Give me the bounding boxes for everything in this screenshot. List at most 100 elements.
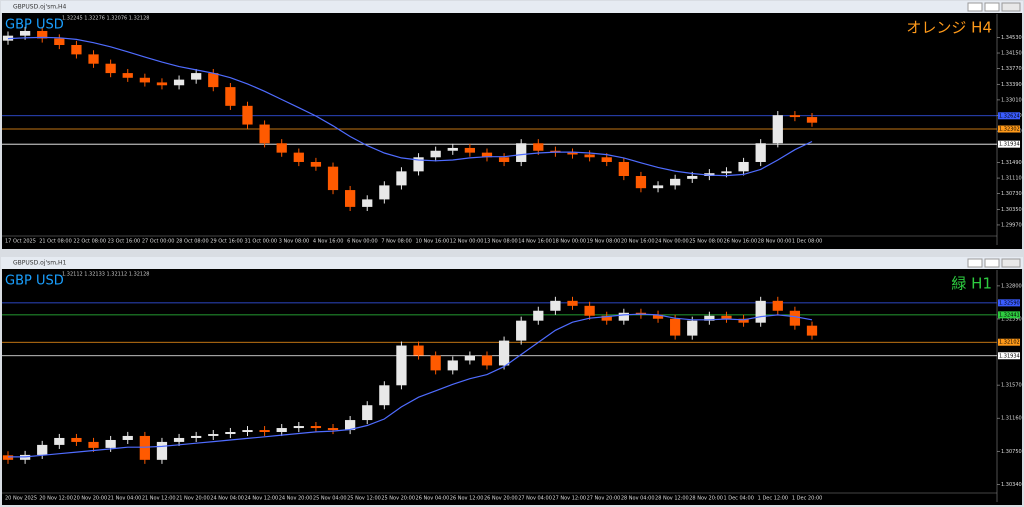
x-tick-label: 28 Nov 12:00 (655, 496, 689, 502)
y-tick-label: 1.32390 (1001, 316, 1022, 322)
candle-body (293, 426, 304, 429)
x-tick-label: 1 Dec 04:00 (723, 496, 753, 502)
candle-body (806, 117, 818, 123)
candle-body (601, 315, 612, 321)
candle-body (567, 300, 578, 306)
y-tick-label: 1.30350 (1001, 207, 1022, 213)
x-tick-label: 12 Nov 00:00 (450, 239, 484, 245)
candle-body (738, 161, 749, 172)
candle-body (293, 152, 304, 162)
candle-body (37, 444, 48, 455)
x-tick-label: 20 Nov 12:00 (39, 496, 73, 502)
candle-body (344, 190, 356, 207)
y-tick-label: 1.30730 (1001, 191, 1022, 197)
x-tick-label: 24 Nov 00:00 (655, 239, 689, 245)
candle-body (362, 199, 373, 207)
candle-body (413, 345, 424, 356)
minimize-button[interactable] (967, 258, 983, 268)
candle-body (516, 143, 527, 162)
maximize-button[interactable] (984, 258, 1000, 268)
x-tick-label: 23 Oct 16:00 (108, 239, 141, 245)
candle-body (37, 30, 48, 39)
price-tag-label: 1.31934 (999, 142, 1020, 148)
x-tick-label: 22 Oct 08:00 (73, 239, 106, 245)
title-bar (1, 257, 1023, 269)
candle-body (481, 355, 493, 366)
candle-body (396, 171, 407, 186)
candle-body (806, 325, 818, 336)
x-tick-label: 20 Nov 16:00 (621, 239, 655, 245)
x-tick-label: 25 Nov 08:00 (689, 239, 723, 245)
chart-area (2, 269, 1022, 505)
price-tag (998, 125, 1020, 133)
price-tag (998, 299, 1020, 307)
candle-body (259, 430, 270, 432)
candle-body (122, 435, 133, 440)
symbol-label: GBP USD (5, 274, 64, 289)
x-tick-label: 17 Oct 2025 (5, 239, 36, 245)
candle-body (772, 300, 783, 311)
y-tick-label: 1.31160 (1001, 416, 1022, 422)
y-tick-label: 1.31490 (1001, 160, 1022, 166)
candle-body (327, 166, 339, 191)
window-title: GBPUSD.oj'sm,H4 (13, 4, 66, 11)
minimize-button[interactable] (967, 2, 983, 12)
candle-body (276, 428, 287, 432)
candle-body (19, 30, 31, 36)
price-tag-label: 1.32102 (999, 340, 1020, 346)
price-tag (998, 140, 1020, 148)
candle-body (687, 176, 698, 179)
y-tick-label: 1.30750 (1001, 449, 1022, 455)
ohlc-info: 1.32112 1.32133 1.32112 1.32128 (62, 272, 149, 278)
candle-body (88, 441, 99, 448)
candle-body (550, 300, 561, 311)
candle-body (191, 435, 202, 438)
y-tick-label: 1.29970 (1001, 222, 1022, 228)
maximize-button[interactable] (984, 2, 1000, 12)
timeframe-label: 緑 H1 (951, 275, 992, 293)
candle-body (208, 73, 219, 88)
candle-body (516, 320, 527, 341)
x-tick-label: 25 Nov 04:00 (313, 496, 347, 502)
candle-body (413, 157, 424, 172)
candle-body (156, 441, 168, 460)
y-tick-label: 1.33010 (1001, 97, 1022, 103)
candle-body (71, 44, 82, 55)
x-tick-label: 27 Nov 04:00 (518, 496, 552, 502)
price-tag-label: 1.32624 (999, 113, 1020, 119)
x-tick-label: 28 Nov 04:00 (621, 496, 655, 502)
close-button[interactable] (1001, 258, 1021, 268)
y-tick-label: 1.34530 (1001, 35, 1022, 41)
x-tick-label: 13 Nov 08:00 (484, 239, 518, 245)
candle-body (721, 171, 732, 174)
candle-body (772, 115, 783, 144)
y-tick-label: 1.30340 (1001, 482, 1022, 488)
x-tick-label: 20 Nov 20:00 (73, 496, 107, 502)
x-tick-label: 18 Nov 00:00 (552, 239, 586, 245)
candle-body (362, 405, 373, 421)
candle-body (464, 355, 476, 361)
candle-body (738, 318, 749, 323)
candle-body (447, 360, 458, 371)
candle-body (259, 124, 270, 144)
y-tick-label: 1.32800 (1001, 283, 1022, 289)
x-tick-label: 31 Oct 00:00 (244, 239, 277, 245)
x-tick-label: 21 Nov 12:00 (142, 496, 176, 502)
moving-average (8, 313, 813, 458)
candle-body (498, 340, 510, 366)
x-tick-label: 21 Oct 08:00 (39, 239, 72, 245)
candle-body (481, 152, 493, 158)
candle-body (122, 73, 133, 78)
candle-body (54, 38, 65, 45)
x-tick-label: 24 Nov 20:00 (279, 496, 313, 502)
close-button[interactable] (1001, 2, 1021, 12)
candle-body (498, 157, 510, 162)
candle-body (2, 455, 14, 460)
candle-body (533, 310, 544, 321)
candle-body (173, 79, 185, 86)
candle-body (139, 435, 150, 460)
candle-body (88, 54, 99, 64)
candle-body (670, 318, 681, 336)
x-tick-label: 4 Nov 16:00 (313, 239, 344, 245)
